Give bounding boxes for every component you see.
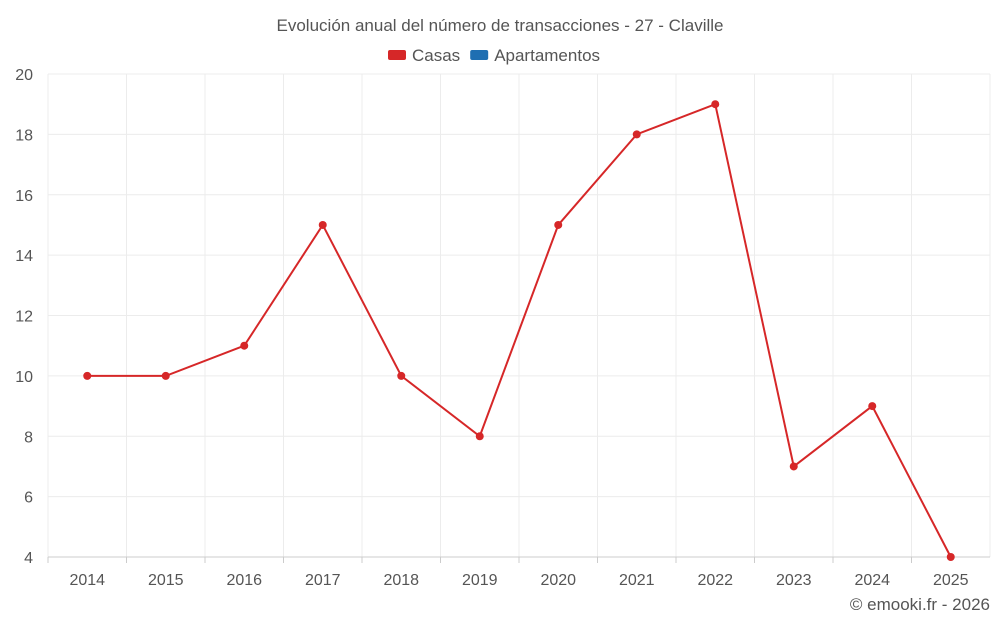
x-tick-label: 2025 <box>933 572 969 589</box>
data-point <box>475 432 484 441</box>
legend-label: Casas <box>412 46 460 65</box>
data-point <box>83 371 92 380</box>
x-tick-label: 2018 <box>383 572 419 589</box>
chart-title: Evolución anual del número de transaccio… <box>277 16 724 35</box>
legend: Casas Apartamentos <box>388 46 600 65</box>
y-tick-label: 18 <box>15 127 33 144</box>
data-point <box>946 553 955 561</box>
data-point <box>161 371 170 380</box>
data-point <box>554 220 563 229</box>
y-tick-label: 14 <box>15 248 33 265</box>
x-tick-label: 2016 <box>226 572 262 589</box>
x-tick-label: 2024 <box>854 572 890 589</box>
y-tick-label: 8 <box>24 429 33 446</box>
data-point <box>868 402 877 411</box>
grid <box>47 73 991 558</box>
y-tick-label: 16 <box>15 188 33 205</box>
x-tick-label: 2014 <box>69 572 105 589</box>
y-tick-label: 10 <box>15 369 33 386</box>
x-tick-label: 2020 <box>540 572 576 589</box>
legend-label: Apartamentos <box>494 46 600 65</box>
series <box>83 100 955 561</box>
legend-swatch <box>388 50 406 60</box>
x-tick-label: 2017 <box>305 572 341 589</box>
x-tick-label: 2021 <box>619 572 655 589</box>
y-tick-label: 20 <box>15 67 33 84</box>
y-tick-label: 12 <box>15 309 33 326</box>
data-point <box>632 130 641 139</box>
legend-swatch <box>470 50 489 60</box>
axes: 4 6 8 10 12 14 16 18 20 2014 2015 2016 2017 2018 2019 2… <box>15 67 990 589</box>
x-tick-label: 2022 <box>697 572 733 589</box>
data-point <box>318 220 327 229</box>
x-tick-label: 2019 <box>462 572 498 589</box>
data-point <box>397 371 406 380</box>
y-tick-label: 6 <box>24 490 33 507</box>
data-point <box>789 462 798 471</box>
data-point <box>240 341 249 350</box>
x-tick-label: 2015 <box>148 572 184 589</box>
y-tick-label: 4 <box>24 550 33 567</box>
series-line-casas <box>87 102 952 558</box>
x-tick-label: 2023 <box>776 572 812 589</box>
data-point <box>711 100 720 109</box>
credit-text: © emooki.fr - 2026 <box>850 595 990 614</box>
